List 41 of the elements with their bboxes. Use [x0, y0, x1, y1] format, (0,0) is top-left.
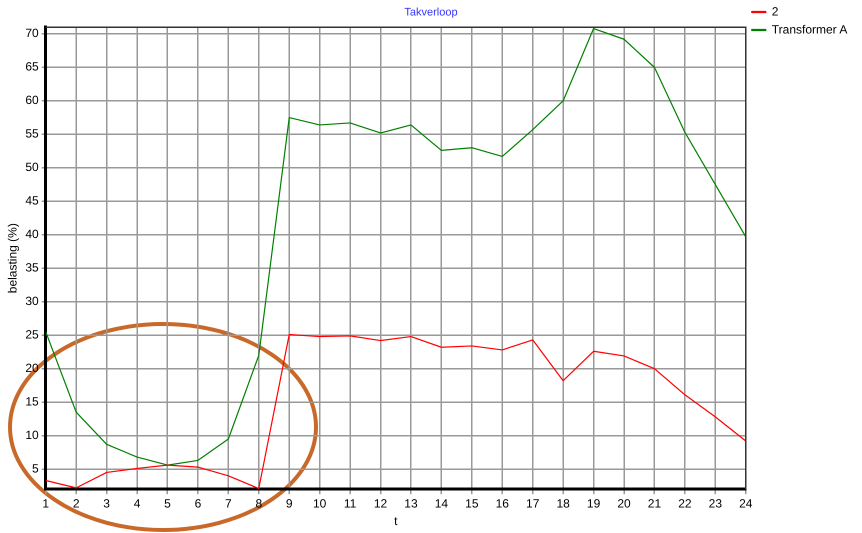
x-tick-label: 2: [72, 496, 80, 511]
x-tick-label: 6: [194, 496, 202, 511]
x-tick-label: 20: [617, 496, 632, 511]
x-tick-label: 18: [556, 496, 570, 511]
y-axis-title: belasting (%): [6, 223, 20, 294]
x-tick-label: 11: [344, 496, 357, 511]
y-tick-label: 50: [25, 160, 40, 174]
y-tick-label: 55: [25, 126, 40, 141]
y-tick-label: 70: [25, 26, 40, 40]
x-tick-label: 5: [164, 496, 172, 511]
y-tick-label: 45: [25, 194, 40, 208]
legend-label: 2: [772, 4, 779, 18]
x-tick-label: 17: [526, 496, 540, 511]
x-tick-label: 22: [678, 496, 692, 511]
x-tick-label: 21: [648, 496, 662, 511]
y-tick-label: 10: [25, 428, 40, 442]
y-tick-label: 5: [32, 461, 40, 476]
x-tick-label: 7: [225, 496, 232, 511]
x-tick-label: 15: [465, 496, 479, 511]
x-tick-label: 23: [708, 496, 722, 511]
y-tick-label: 35: [25, 260, 40, 275]
y-tick-label: 65: [25, 60, 40, 74]
y-tick-label: 15: [25, 394, 40, 408]
x-tick-label: 10: [312, 496, 327, 511]
legend-label: Transformer A: [772, 22, 848, 36]
x-axis-title: t: [394, 514, 398, 528]
x-tick-label: 16: [496, 496, 510, 511]
chart-title: Takverloop: [404, 6, 458, 19]
y-tick-label: 25: [25, 328, 40, 342]
x-tick-label: 24: [739, 496, 753, 511]
x-tick-label: 3: [103, 496, 110, 511]
x-tick-label: 9: [286, 496, 293, 511]
y-tick-label: 60: [25, 93, 40, 108]
x-tick-label: 4: [134, 496, 141, 511]
y-tick-label: 40: [25, 227, 40, 242]
x-tick-label: 1: [42, 496, 50, 511]
x-tick-label: 12: [374, 496, 388, 511]
x-tick-label: 14: [434, 496, 448, 511]
x-tick-label: 13: [404, 496, 418, 511]
y-tick-label: 30: [25, 294, 40, 308]
x-tick-label: 19: [586, 496, 601, 511]
